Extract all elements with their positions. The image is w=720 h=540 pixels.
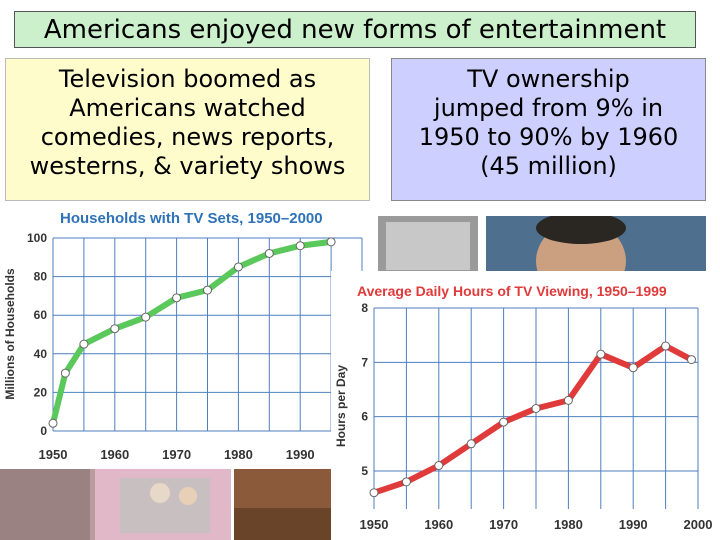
x-tick-label: 2000 bbox=[684, 517, 713, 532]
chart-background bbox=[331, 271, 720, 540]
data-point bbox=[531, 404, 541, 413]
data-point bbox=[203, 285, 212, 295]
y-tick-label: 6 bbox=[361, 410, 368, 424]
data-point bbox=[48, 418, 58, 428]
data-point bbox=[110, 324, 120, 334]
y-axis-label: Millions of Households bbox=[3, 268, 17, 400]
data-point bbox=[172, 293, 182, 303]
x-tick-label: 1970 bbox=[489, 517, 518, 532]
data-point bbox=[499, 417, 509, 427]
data-point bbox=[60, 368, 70, 378]
right-text-line: 1950 to 90% by 1960 bbox=[418, 123, 679, 151]
data-point bbox=[369, 488, 379, 498]
households-chart: Households with TV Sets, 1950–2000 Milli… bbox=[0, 201, 372, 469]
right-text-line: jumped from 9% in bbox=[433, 94, 664, 122]
tv-screen-photo bbox=[378, 216, 478, 276]
tv-ownership-text: TV ownership jumped from 9% in 1950 to 9… bbox=[391, 58, 706, 201]
western-photo bbox=[234, 468, 331, 540]
data-point bbox=[687, 355, 697, 365]
y-tick-label: 100 bbox=[27, 231, 47, 245]
data-point bbox=[596, 349, 606, 359]
y-tick-label: 80 bbox=[34, 270, 48, 284]
data-point bbox=[141, 312, 151, 322]
x-tick-label: 1990 bbox=[286, 447, 315, 462]
y-axis-label: Hours per Day bbox=[334, 365, 348, 447]
y-tick-label: 60 bbox=[34, 308, 48, 322]
viewing-hours-chart: Average Daily Hours of TV Viewing, 1950–… bbox=[331, 271, 720, 540]
data-point bbox=[661, 341, 671, 351]
data-point bbox=[466, 439, 476, 449]
data-point bbox=[233, 262, 243, 272]
data-point bbox=[401, 477, 411, 487]
x-tick-label: 1960 bbox=[424, 517, 453, 532]
x-tick-label: 1950 bbox=[360, 517, 389, 532]
chart-title: Average Daily Hours of TV Viewing, 1950–… bbox=[357, 283, 667, 299]
left-text-line: westerns, & variety shows bbox=[29, 152, 346, 180]
y-tick-label: 5 bbox=[361, 464, 368, 478]
right-text-line: TV ownership bbox=[467, 65, 630, 93]
x-tick-label: 1960 bbox=[100, 447, 129, 462]
chart-title: Households with TV Sets, 1950–2000 bbox=[60, 210, 323, 227]
data-point bbox=[434, 461, 444, 471]
y-tick-label: 7 bbox=[361, 355, 368, 369]
left-text-line: comedies, news reports, bbox=[40, 123, 335, 151]
data-point bbox=[295, 241, 305, 251]
x-tick-label: 1990 bbox=[619, 517, 648, 532]
television-boom-text: Television boomed as Americans watched c… bbox=[5, 58, 370, 201]
data-point bbox=[628, 363, 638, 373]
y-tick-label: 8 bbox=[361, 301, 368, 315]
data-point bbox=[264, 248, 274, 258]
sitcom-photo bbox=[0, 468, 231, 540]
data-point bbox=[563, 395, 573, 405]
left-text-line: Americans watched bbox=[69, 94, 306, 122]
y-tick-label: 0 bbox=[40, 424, 47, 438]
x-tick-label: 1980 bbox=[224, 447, 253, 462]
x-tick-label: 1970 bbox=[162, 447, 191, 462]
y-tick-label: 40 bbox=[34, 347, 48, 361]
left-text-line: Television boomed as bbox=[58, 65, 317, 93]
data-point bbox=[326, 237, 336, 247]
x-tick-label: 1980 bbox=[554, 517, 583, 532]
data-point bbox=[79, 339, 89, 349]
tv-host-photo bbox=[486, 216, 706, 276]
y-tick-label: 20 bbox=[34, 385, 48, 399]
slide-title: Americans enjoyed new forms of entertain… bbox=[14, 11, 696, 48]
right-text-line: (45 million) bbox=[480, 152, 617, 180]
x-tick-label: 1950 bbox=[39, 447, 68, 462]
